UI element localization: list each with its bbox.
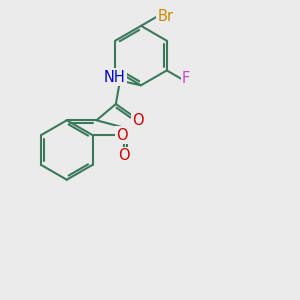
Text: NH: NH: [104, 70, 125, 85]
Text: O: O: [132, 113, 143, 128]
Text: F: F: [182, 71, 190, 86]
Text: Br: Br: [158, 9, 173, 24]
Text: O: O: [118, 148, 130, 163]
Text: O: O: [116, 128, 128, 142]
